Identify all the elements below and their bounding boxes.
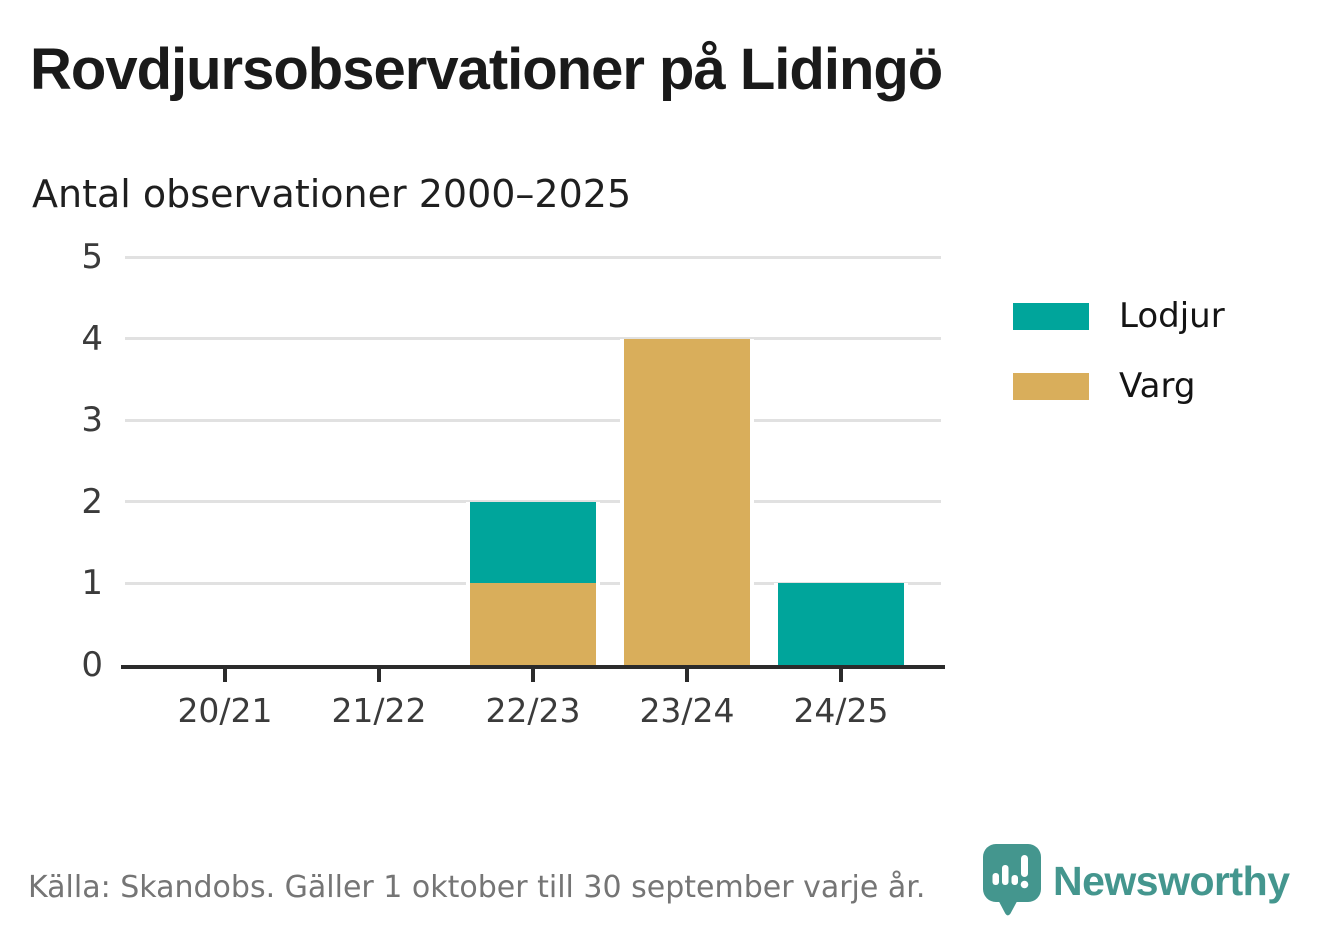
y-axis-label: 0 (81, 645, 103, 685)
y-axis-label: 1 (81, 563, 103, 604)
source-note: Källa: Skandobs. Gäller 1 oktober till 3… (28, 870, 926, 905)
y-axis-label: 2 (81, 481, 103, 522)
legend-swatch-lodjur (1013, 302, 1089, 330)
x-axis-label: 24/25 (793, 691, 889, 730)
y-axis-label: 5 (81, 237, 103, 277)
chart-title: Rovdjursobservationer på Lidingö (30, 37, 943, 102)
gridline-y2 (125, 500, 941, 504)
x-axis-label: 21/22 (331, 691, 427, 730)
x-axis-label: 22/23 (485, 691, 581, 730)
newsworthy-logo-icon (983, 844, 1041, 916)
legend-item-lodjur: Lodjur (1013, 296, 1225, 336)
x-axis-label: 23/24 (639, 691, 735, 730)
brand-logo: Newsworthy (983, 844, 1290, 918)
gridline-y3 (125, 418, 941, 422)
bar-lodjur-24/25 (778, 583, 904, 665)
bar-lodjur-22/23 (470, 501, 596, 584)
bar-varg-23/24 (624, 338, 750, 665)
plot-area: 0 1 2 3 4 5 20/21 21/22 22/23 23/24 24/25 (81, 240, 945, 730)
chart-subtitle: Antal observationer 2000–2025 (32, 172, 632, 216)
legend-item-varg: Varg (1013, 366, 1225, 406)
x-axis-line (121, 665, 945, 669)
gridline-y4 (125, 337, 941, 341)
brand-wordmark: Newsworthy (1053, 857, 1290, 904)
y-axis-label: 4 (81, 318, 103, 359)
legend-swatch-varg (1013, 372, 1089, 400)
x-axis-label: 20/21 (177, 691, 273, 730)
x-axis-tick (839, 669, 843, 682)
legend: Lodjur Varg (1013, 296, 1225, 436)
bar-varg-22/23 (470, 583, 596, 665)
legend-label: Varg (1119, 366, 1196, 406)
gridline-y5 (125, 255, 941, 259)
legend-label: Lodjur (1119, 296, 1225, 336)
x-axis-tick (531, 669, 535, 682)
y-axis-label: 3 (81, 400, 103, 441)
x-axis-tick (223, 669, 227, 682)
x-axis-tick (685, 669, 689, 682)
x-axis-tick (377, 669, 381, 682)
